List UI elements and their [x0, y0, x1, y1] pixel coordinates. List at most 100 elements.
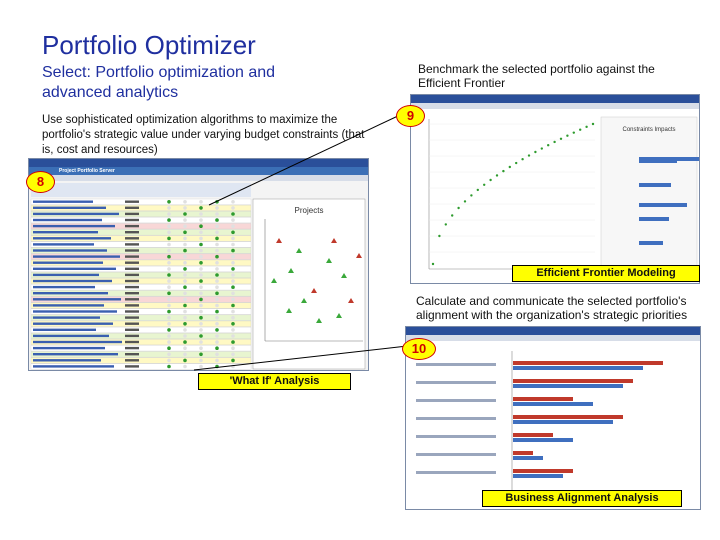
grid-row-dot — [199, 261, 203, 265]
grid-row-dot — [231, 328, 235, 332]
scatter-point — [271, 278, 277, 283]
grid-row-dot — [215, 206, 219, 210]
grid-row-dot — [215, 303, 219, 308]
grid-row-dot — [183, 248, 187, 253]
grid-row-name — [33, 334, 109, 338]
grid-row-dot — [199, 267, 203, 271]
grid-row-name — [33, 200, 93, 203]
grid-row-dot — [199, 364, 203, 369]
grid-row-name — [33, 328, 96, 331]
grid-row-dot — [183, 242, 187, 247]
grid-row-dot — [167, 279, 171, 283]
grid-row-dot — [167, 218, 171, 222]
grid-row-dot — [199, 297, 203, 302]
grid-row-dot — [183, 352, 187, 357]
alignment-label — [416, 417, 496, 420]
grid-row-dot — [231, 254, 235, 259]
grid-row-name — [33, 255, 120, 258]
grid-row-dot — [215, 230, 219, 235]
grid-row-dot — [199, 200, 203, 204]
scatter-point — [286, 308, 292, 313]
grid-row-dot — [215, 315, 219, 320]
alignment-bar — [513, 456, 543, 460]
frontier-point — [444, 223, 447, 226]
grid-row-value — [125, 346, 139, 350]
grid-row-dot — [199, 242, 203, 247]
grid-row-dot — [215, 322, 219, 326]
constraint-bar — [639, 159, 677, 163]
grid-row-dot — [167, 273, 171, 277]
grid-row-dot — [215, 297, 219, 302]
badge-8: 8 — [26, 171, 55, 193]
benchmark-text: Benchmark the selected portfolio against… — [418, 62, 655, 90]
grid-row-value — [125, 304, 139, 307]
grid-row-dot — [199, 230, 203, 235]
grid-row-value — [125, 310, 139, 313]
grid-row — [30, 211, 252, 217]
grid-row-name — [33, 365, 114, 368]
alignment-chart — [416, 351, 663, 491]
grid-row — [30, 339, 252, 346]
grid-row-dot — [183, 346, 187, 350]
alignment-bar — [513, 469, 573, 473]
frontier-point — [495, 174, 499, 177]
grid-row-dot — [215, 279, 219, 283]
grid-row-dot — [215, 224, 219, 228]
scatter-point — [356, 253, 362, 258]
grid-row-dot — [215, 254, 219, 259]
grid-row-dot — [215, 358, 219, 363]
slide-subtitle: Select: Portfolio optimization and advan… — [42, 64, 276, 101]
grid-row-dot — [199, 303, 203, 308]
grid-row-dot — [199, 279, 203, 283]
grid-row-dot — [167, 334, 171, 338]
grid-row-dot — [167, 297, 171, 302]
grid-row-name — [33, 212, 119, 216]
alignment-bar — [513, 379, 633, 383]
grid-row-dot — [231, 291, 235, 296]
grid-row-value — [125, 298, 139, 301]
grid-row-value — [125, 200, 139, 203]
grid-row — [30, 235, 252, 242]
what-if-label: 'What If' Analysis — [198, 373, 351, 390]
grid-row-value — [125, 273, 139, 277]
grid-row-dot — [199, 358, 203, 363]
grid-row-name — [33, 261, 103, 264]
grid-row — [30, 259, 252, 266]
frontier-point — [553, 140, 556, 144]
grid-row-dot — [215, 261, 219, 265]
alignment-label — [416, 381, 496, 384]
grid-row-dot — [199, 334, 203, 338]
frontier-point — [534, 150, 537, 154]
grid-row-dot — [183, 285, 187, 289]
grid-row-dot — [199, 340, 203, 344]
grid-row-dot — [199, 322, 203, 326]
grid-row-name — [33, 218, 102, 222]
grid-row-dot — [183, 218, 187, 222]
grid-row-name — [33, 237, 111, 240]
grid-row-dot — [199, 212, 203, 216]
svg-text:Constraints Impacts: Constraints Impacts — [622, 127, 675, 133]
grid-row-dot — [167, 346, 171, 350]
alignment-bar — [513, 366, 643, 370]
grid-row — [30, 333, 252, 339]
grid-row-value — [125, 279, 139, 283]
badge-10: 10 — [402, 338, 436, 360]
grid-row-value — [125, 292, 139, 295]
frontier-point — [559, 137, 563, 140]
alignment-bar — [513, 438, 573, 442]
grid-row-dot — [167, 309, 171, 314]
grid-row-dot — [231, 261, 235, 265]
frontier-point — [502, 169, 505, 173]
grid-row-dot — [231, 273, 235, 277]
grid-row-dot — [199, 291, 203, 296]
grid-row-dot — [183, 200, 187, 204]
grid-row-name — [33, 273, 99, 277]
scatter-point — [311, 288, 317, 293]
grid-row-name — [33, 206, 106, 209]
grid-row-value — [125, 285, 139, 289]
frontier-point — [527, 154, 531, 157]
alignment-bar — [513, 384, 623, 388]
grid-row — [30, 217, 252, 224]
grid-row-dot — [215, 218, 219, 222]
frontier-point — [483, 183, 486, 187]
